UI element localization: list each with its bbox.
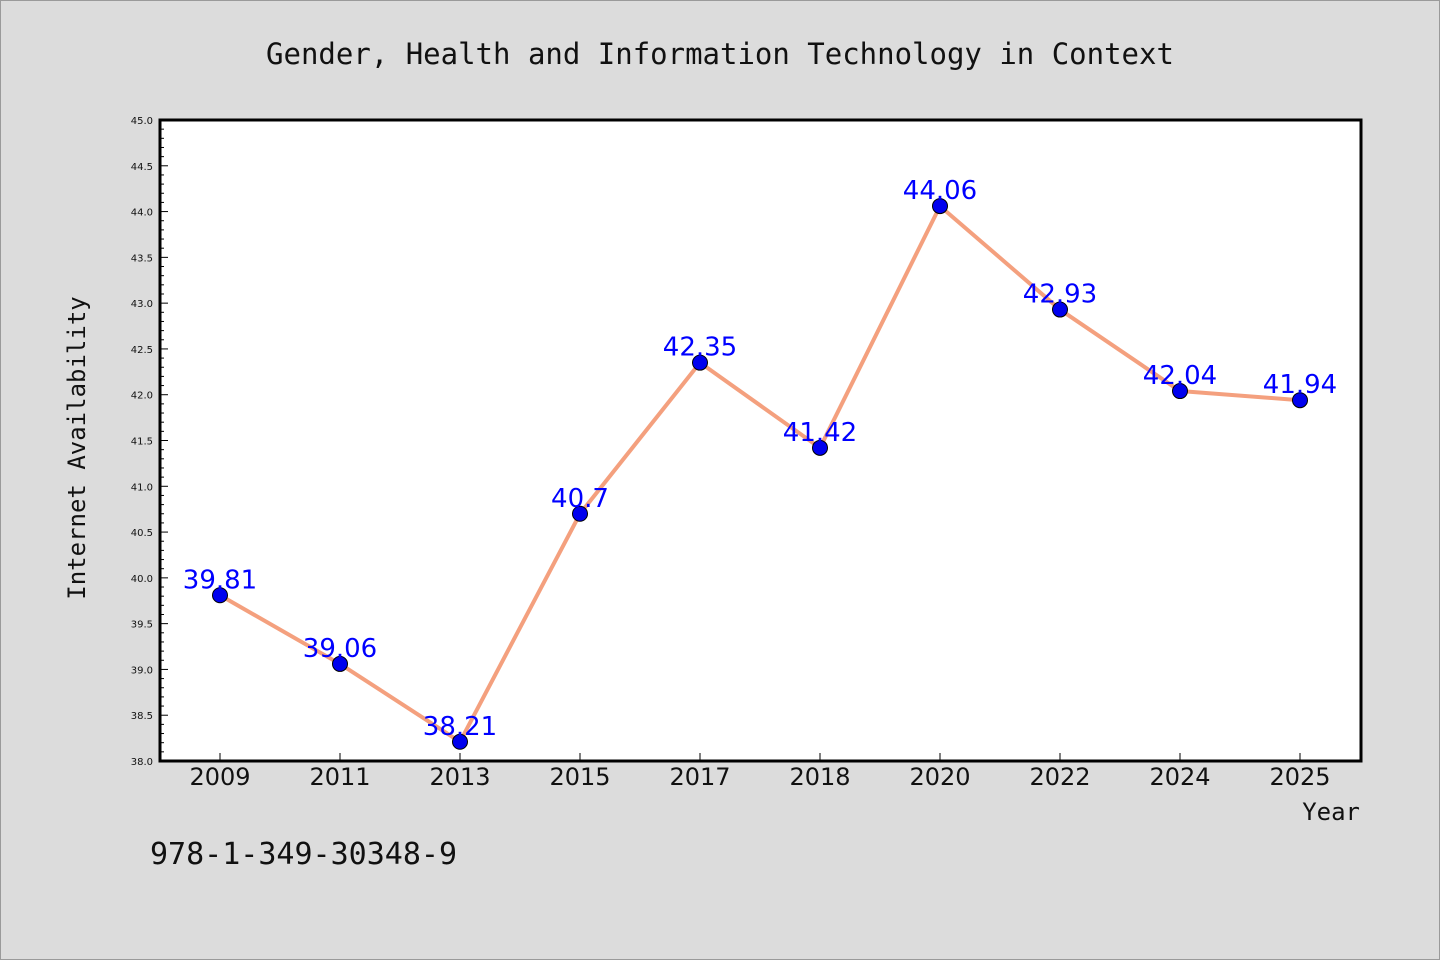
x-tick-label: 2025	[1269, 763, 1330, 791]
y-tick-label: 42.5	[131, 345, 153, 356]
data-labels: 39.81 39.06 38.21 40.7 42.35 41.42 44.06 42.93 4…	[183, 176, 1337, 742]
y-tick-label: 38.5	[131, 711, 153, 722]
y-tick-label: 45.0	[131, 116, 153, 127]
data-label: 41.42	[783, 418, 857, 448]
data-point	[332, 655, 348, 672]
y-axis-label: Internet Availability	[63, 296, 91, 599]
data-label: 42.93	[1023, 280, 1097, 310]
y-tick-label: 43.0	[131, 299, 153, 310]
data-point	[212, 587, 228, 604]
series-internet-availability	[212, 198, 1308, 750]
x-tick-label: 2017	[669, 763, 730, 791]
data-label: 44.06	[903, 176, 977, 206]
data-point	[1172, 383, 1188, 400]
y-tick-label: 43.5	[131, 253, 153, 264]
plot-area	[158, 118, 1363, 763]
y-tick-label: 44.0	[131, 208, 153, 219]
chart-title: Gender, Health and Information Technolog…	[266, 37, 1174, 71]
data-point	[452, 733, 468, 750]
y-tick-label: 42.0	[131, 391, 153, 402]
data-point	[1052, 301, 1068, 318]
x-axis: 2009 2011 2013 2015 2017 2018 2020 2022 2024 2025	[189, 753, 1331, 791]
data-label: 40.7	[551, 484, 609, 514]
x-tick-label: 2022	[1029, 763, 1090, 791]
x-tick-label: 2015	[549, 763, 610, 791]
x-tick-label: 2020	[909, 763, 970, 791]
data-point	[692, 354, 708, 371]
x-tick-label: 2018	[789, 763, 850, 791]
y-tick-label: 38.0	[131, 757, 153, 768]
y-tick-label: 40.5	[131, 528, 153, 539]
data-label: 42.04	[1143, 361, 1217, 391]
isbn-text: 978-1-349-30348-9	[150, 837, 457, 872]
data-label: 41.94	[1263, 370, 1337, 400]
x-tick-label: 2009	[189, 763, 250, 791]
series-line	[219, 204, 1301, 744]
x-tick-label: 2013	[429, 763, 490, 791]
data-point	[812, 439, 828, 456]
y-tick-label: 41.0	[131, 482, 153, 493]
y-tick-label: 40.0	[131, 574, 153, 585]
data-label: 39.81	[183, 565, 257, 595]
y-tick-label: 39.5	[131, 620, 153, 631]
data-label: 38.21	[423, 712, 497, 742]
data-label: 42.35	[663, 333, 737, 363]
x-tick-label: 2024	[1149, 763, 1210, 791]
y-tick-label: 39.0	[131, 665, 153, 676]
y-tick-label: 44.5	[131, 162, 153, 173]
data-point	[1292, 392, 1308, 409]
x-tick-label: 2011	[309, 763, 370, 791]
y-tick-label: 41.5	[131, 437, 153, 448]
data-point	[932, 198, 948, 215]
data-point	[572, 505, 588, 522]
x-axis-label: Year	[1302, 798, 1360, 826]
y-axis: 38.0 38.5 39.0 39.5 40.0 40.5 41.0 41.5 42.0 42.5…	[131, 116, 168, 768]
data-label: 39.06	[303, 634, 377, 664]
